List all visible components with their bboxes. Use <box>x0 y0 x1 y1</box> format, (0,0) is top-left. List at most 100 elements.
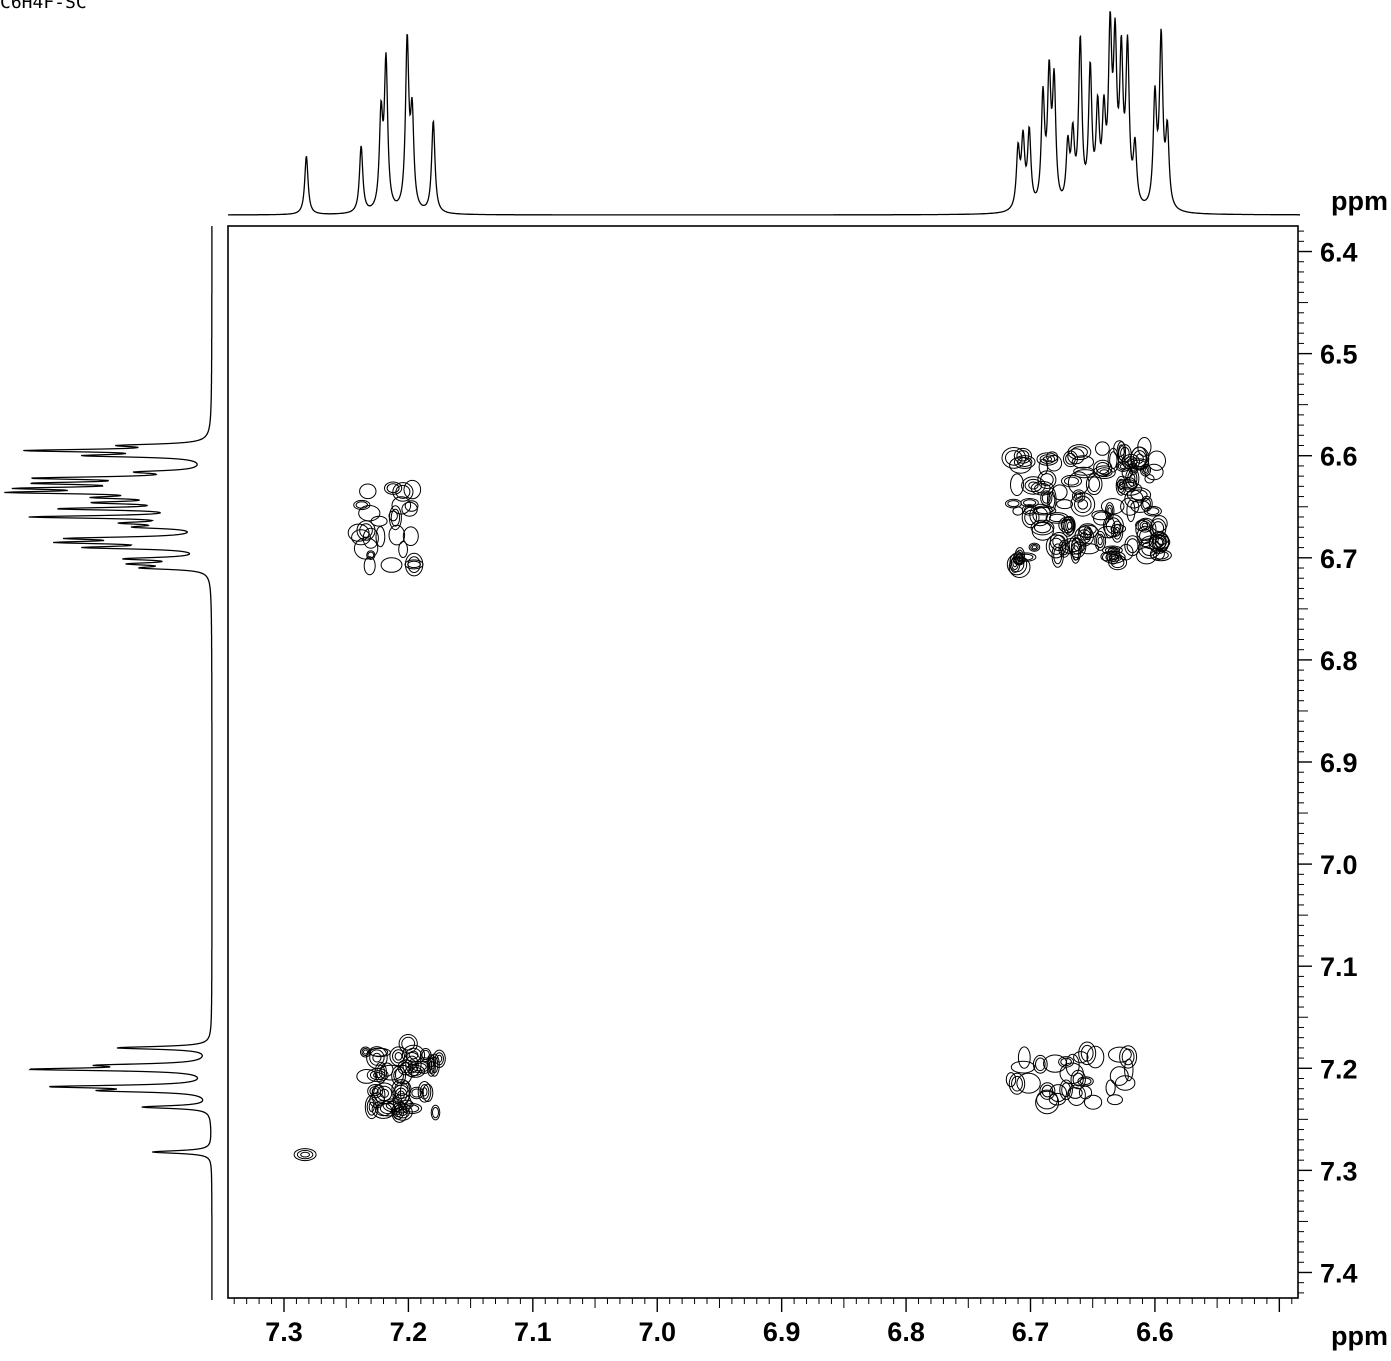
contour-ring <box>1108 1046 1132 1063</box>
contour-ring <box>359 483 377 500</box>
contour-ring <box>1058 539 1071 558</box>
contour-ring <box>1023 499 1037 507</box>
f1-axis: 6.4 6.5 6.6 6.7 6.8 6.9 7.0 7.1 7.2 7.3 7.4 <box>1298 230 1358 1294</box>
contour-ring <box>1084 528 1092 539</box>
contour-ring <box>1038 458 1049 475</box>
f1-projection-spectrum <box>4 226 213 1300</box>
contour-ring <box>1074 495 1092 514</box>
contour-ring <box>426 1058 436 1077</box>
contour-ring <box>1071 455 1095 469</box>
contour-ring <box>1143 505 1162 517</box>
contour-ring <box>401 501 418 517</box>
contour-ring <box>402 526 419 547</box>
contour-ring <box>366 1068 389 1083</box>
contour-ring <box>375 526 386 548</box>
contour-ring <box>1032 505 1057 516</box>
contour-ring <box>380 557 403 573</box>
contour-ring <box>1130 489 1148 501</box>
contour-ring <box>1070 1069 1086 1090</box>
contour-ring <box>392 1049 405 1064</box>
f1-tick-label: 6.9 <box>1320 748 1358 778</box>
contour-ring <box>388 505 402 531</box>
f1-tick-label: 7.1 <box>1320 952 1358 982</box>
contour-ring <box>1009 556 1025 573</box>
contour-ring <box>404 500 419 512</box>
contour-ring <box>1013 551 1024 565</box>
contour-ring <box>1155 533 1169 545</box>
contour-ring <box>1067 448 1085 465</box>
f2-tick-label: 7.3 <box>265 1317 303 1347</box>
contour-ring <box>1016 450 1030 462</box>
contour-ring <box>1028 542 1041 552</box>
contour-ring <box>395 1065 413 1085</box>
contour-ring <box>1121 1048 1135 1066</box>
contour-ring <box>384 481 403 495</box>
contour-ring <box>370 515 388 527</box>
contour-ring <box>1024 505 1035 515</box>
contour-ring <box>1110 524 1127 534</box>
contour-ring <box>390 508 401 527</box>
contour-ring <box>404 559 424 570</box>
contour-ring <box>1117 462 1128 471</box>
contour-ring <box>1012 558 1018 568</box>
contour-ring <box>362 527 379 549</box>
contour-ring <box>1006 553 1028 576</box>
contour-ring <box>1067 1084 1086 1106</box>
contour-ring <box>1030 519 1055 536</box>
contour-ring <box>1147 450 1166 471</box>
contour-ring <box>1142 498 1151 510</box>
contour-ring <box>1041 492 1051 504</box>
contour-ring <box>1117 478 1126 493</box>
contour-ring <box>1051 543 1064 568</box>
contour-ring <box>1030 543 1039 551</box>
contour-ring <box>1017 1046 1031 1069</box>
contour-ring <box>1028 481 1039 490</box>
contour-ring <box>372 1052 382 1063</box>
contour-ring <box>409 1086 424 1100</box>
contour-ring <box>436 1054 443 1063</box>
contour-ring <box>373 1072 383 1079</box>
f2-tick-label: 6.9 <box>763 1317 801 1347</box>
f1-tick-label: 7.3 <box>1320 1156 1358 1186</box>
contour-ring <box>394 1052 403 1061</box>
contour-ring <box>1046 454 1063 472</box>
contour-ring <box>1151 515 1168 533</box>
contour-ring <box>359 523 373 538</box>
contour-ring <box>1066 521 1073 530</box>
contour-ring <box>1005 1072 1017 1088</box>
contour-ring <box>427 1056 435 1068</box>
contour-ring <box>1049 513 1066 523</box>
contour-ring <box>394 1087 408 1103</box>
contour-ring <box>1119 1045 1138 1069</box>
f2-axis: 7.3 7.2 7.1 7.0 6.9 6.8 6.7 6.6 <box>233 1298 1293 1347</box>
contour-ring <box>1065 518 1074 533</box>
contour-ring <box>1067 471 1090 495</box>
contour-ring <box>361 1048 370 1056</box>
contour-ring <box>1130 446 1150 471</box>
contour-ring <box>426 1054 437 1070</box>
contour-ring <box>386 483 400 494</box>
contour-ring <box>1099 469 1110 476</box>
contour-ring <box>411 1088 422 1098</box>
contour-ring <box>430 1104 441 1121</box>
contour-ring <box>403 479 422 500</box>
contour-ring <box>1034 522 1051 534</box>
contour-ring <box>1119 480 1135 489</box>
contour-ring <box>1113 440 1126 458</box>
contour-ring <box>1031 545 1038 550</box>
contour-ring <box>366 550 376 560</box>
contour-ring <box>391 1065 407 1086</box>
contour-ring <box>1035 1057 1046 1072</box>
contour-ring <box>1095 441 1110 456</box>
cross-peak-group <box>1001 437 1172 578</box>
contour-ring <box>1078 523 1097 536</box>
contour-ring <box>1045 512 1069 524</box>
contour-ring <box>1079 1077 1092 1086</box>
contour-ring <box>1064 476 1079 486</box>
contour-ring <box>388 524 406 546</box>
f1-tick-label: 6.5 <box>1320 340 1358 370</box>
contour-ring <box>1126 538 1139 554</box>
contour-ring <box>1135 517 1157 541</box>
contour-ring <box>1010 473 1024 497</box>
contour-ring <box>1048 537 1064 555</box>
